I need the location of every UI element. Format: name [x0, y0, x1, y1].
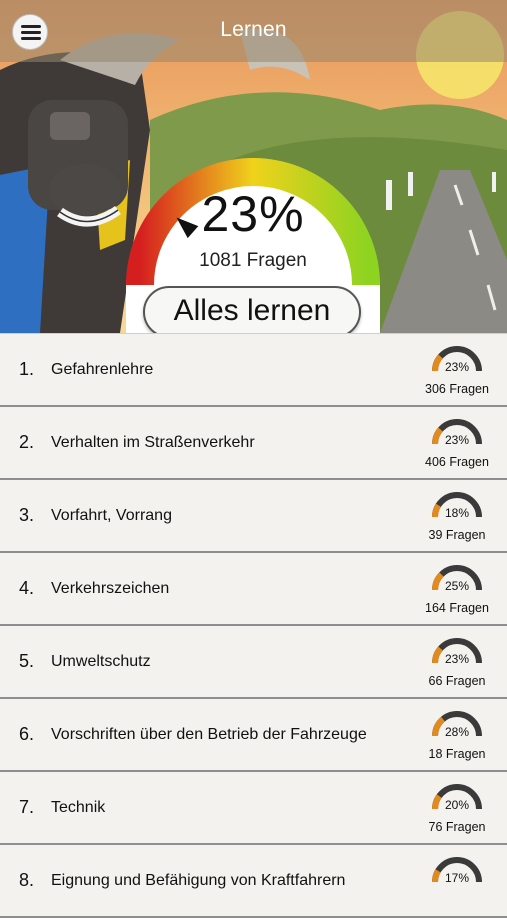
category-progress: 25% 164 Fragen — [420, 563, 494, 619]
hamburger-menu-icon[interactable] — [12, 14, 48, 50]
category-percent: 17% — [444, 871, 470, 885]
mini-gauge — [431, 492, 482, 518]
category-percent: 23% — [444, 433, 470, 447]
category-progress: 18% 39 Fragen — [420, 490, 494, 546]
category-progress: 23% 66 Fragen — [420, 636, 494, 692]
category-list: 1. Gefahrenlehre 23% 306 Fragen 2. Verha… — [0, 333, 507, 918]
category-percent: 25% — [444, 579, 470, 593]
category-number: 3. — [19, 505, 35, 525]
mini-gauge — [431, 857, 482, 883]
category-label: Gefahrenlehre — [51, 361, 154, 378]
category-question-count: 406 Fragen — [425, 455, 489, 469]
list-item[interactable]: 8. Eignung und Befähigung von Kraftfahre… — [0, 845, 507, 918]
category-label: Vorschriften über den Betrieb der Fahrze… — [51, 726, 367, 743]
gauge-needle — [176, 217, 199, 239]
mini-gauge — [432, 711, 482, 737]
category-number: 6. — [19, 724, 35, 744]
mini-gauge — [432, 346, 482, 372]
category-progress: 20% 76 Fragen — [420, 782, 494, 838]
category-label: Eignung und Befähigung von Kraftfahrern — [51, 872, 346, 889]
category-label: Verhalten im Straßenverkehr — [51, 434, 255, 451]
overall-percent: 23% — [201, 186, 305, 242]
category-percent: 18% — [444, 506, 470, 520]
category-percent: 23% — [444, 360, 470, 374]
category-number: 1. — [19, 359, 35, 379]
category-progress: 23% 306 Fragen — [420, 344, 494, 400]
list-item[interactable]: 3. Vorfahrt, Vorrang 18% 39 Fragen — [0, 480, 507, 553]
category-number: 2. — [19, 432, 35, 452]
category-question-count: 18 Fragen — [428, 747, 486, 761]
category-label: Vorfahrt, Vorrang — [51, 507, 172, 524]
category-percent: 28% — [444, 725, 470, 739]
category-percent: 20% — [444, 798, 470, 812]
mini-gauge — [432, 638, 482, 664]
category-label: Technik — [51, 799, 106, 816]
top-bar — [0, 0, 507, 62]
category-number: 8. — [19, 870, 35, 890]
list-item[interactable]: 7. Technik 20% 76 Fragen — [0, 772, 507, 845]
list-item[interactable]: 4. Verkehrszeichen 25% 164 Fragen — [0, 553, 507, 626]
list-item[interactable]: 6. Vorschriften über den Betrieb der Fah… — [0, 699, 507, 772]
overall-question-count: 1081 Fragen — [199, 250, 307, 271]
category-number: 7. — [19, 797, 35, 817]
category-progress: 23% 406 Fragen — [420, 417, 494, 473]
list-item[interactable]: 2. Verhalten im Straßenverkehr 23% 406 F… — [0, 407, 507, 480]
category-percent: 23% — [444, 652, 470, 666]
category-question-count: 76 Fragen — [428, 820, 486, 834]
page-title: Lernen — [220, 18, 287, 41]
category-question-count: 164 Fragen — [425, 601, 489, 615]
category-question-count: 66 Fragen — [428, 674, 486, 688]
mini-gauge — [432, 565, 482, 591]
list-item[interactable]: 1. Gefahrenlehre 23% 306 Fragen — [0, 333, 507, 407]
category-progress: 17% — [420, 855, 494, 911]
category-label: Umweltschutz — [51, 653, 151, 670]
category-question-count: 39 Fragen — [428, 528, 486, 542]
category-number: 4. — [19, 578, 35, 598]
list-item[interactable]: 5. Umweltschutz 23% 66 Fragen — [0, 626, 507, 699]
learn-all-button[interactable]: Alles lernen — [143, 286, 361, 333]
hero-banner: Lernen 23% 1081 Fragen Alles lernen — [0, 0, 507, 333]
category-number: 5. — [19, 651, 35, 671]
category-label: Verkehrszeichen — [51, 580, 170, 597]
mini-gauge — [432, 419, 482, 445]
mini-gauge — [432, 784, 482, 810]
category-question-count: 306 Fragen — [425, 382, 489, 396]
category-progress: 28% 18 Fragen — [420, 709, 494, 765]
